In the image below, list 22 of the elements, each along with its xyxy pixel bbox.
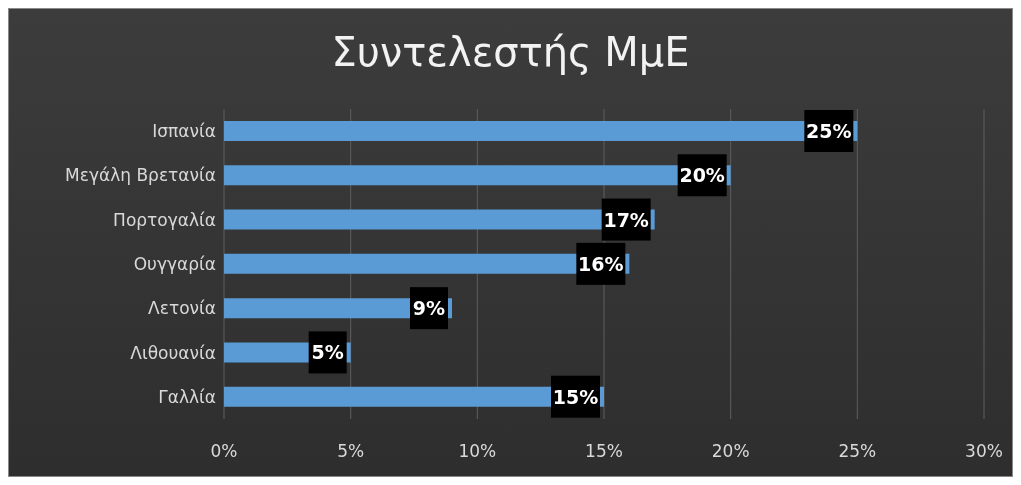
data-label: 9% [412, 297, 446, 320]
x-tick-label: 5% [337, 441, 365, 462]
x-tick-label: 30% [965, 441, 1003, 462]
y-tick-label: Μεγάλη Βρετανία [65, 165, 216, 186]
y-tick-label: Λιθουανία [130, 342, 216, 363]
y-tick-label: Λετονία [148, 298, 216, 319]
data-label: 25% [806, 120, 852, 142]
x-tick-label: 0% [210, 441, 238, 462]
y-tick-label: Ουγγαρία [133, 254, 216, 275]
y-tick-label: Πορτογαλία [113, 209, 216, 230]
y-tick-label: Ισπανία [152, 121, 216, 142]
x-tick-label: 15% [585, 441, 623, 462]
data-label: 16% [578, 252, 624, 275]
data-label: 17% [603, 208, 649, 231]
x-tick-label: 10% [458, 441, 497, 462]
data-label: 20% [679, 164, 725, 187]
x-tick-label: 25% [838, 441, 877, 462]
data-label: 15% [552, 385, 599, 408]
y-tick-label: Γαλλία [158, 386, 216, 407]
chart-title: Συντελεστής ΜμΕ [330, 28, 691, 77]
data-label: 5% [311, 341, 344, 364]
x-tick-label: 20% [711, 441, 750, 462]
